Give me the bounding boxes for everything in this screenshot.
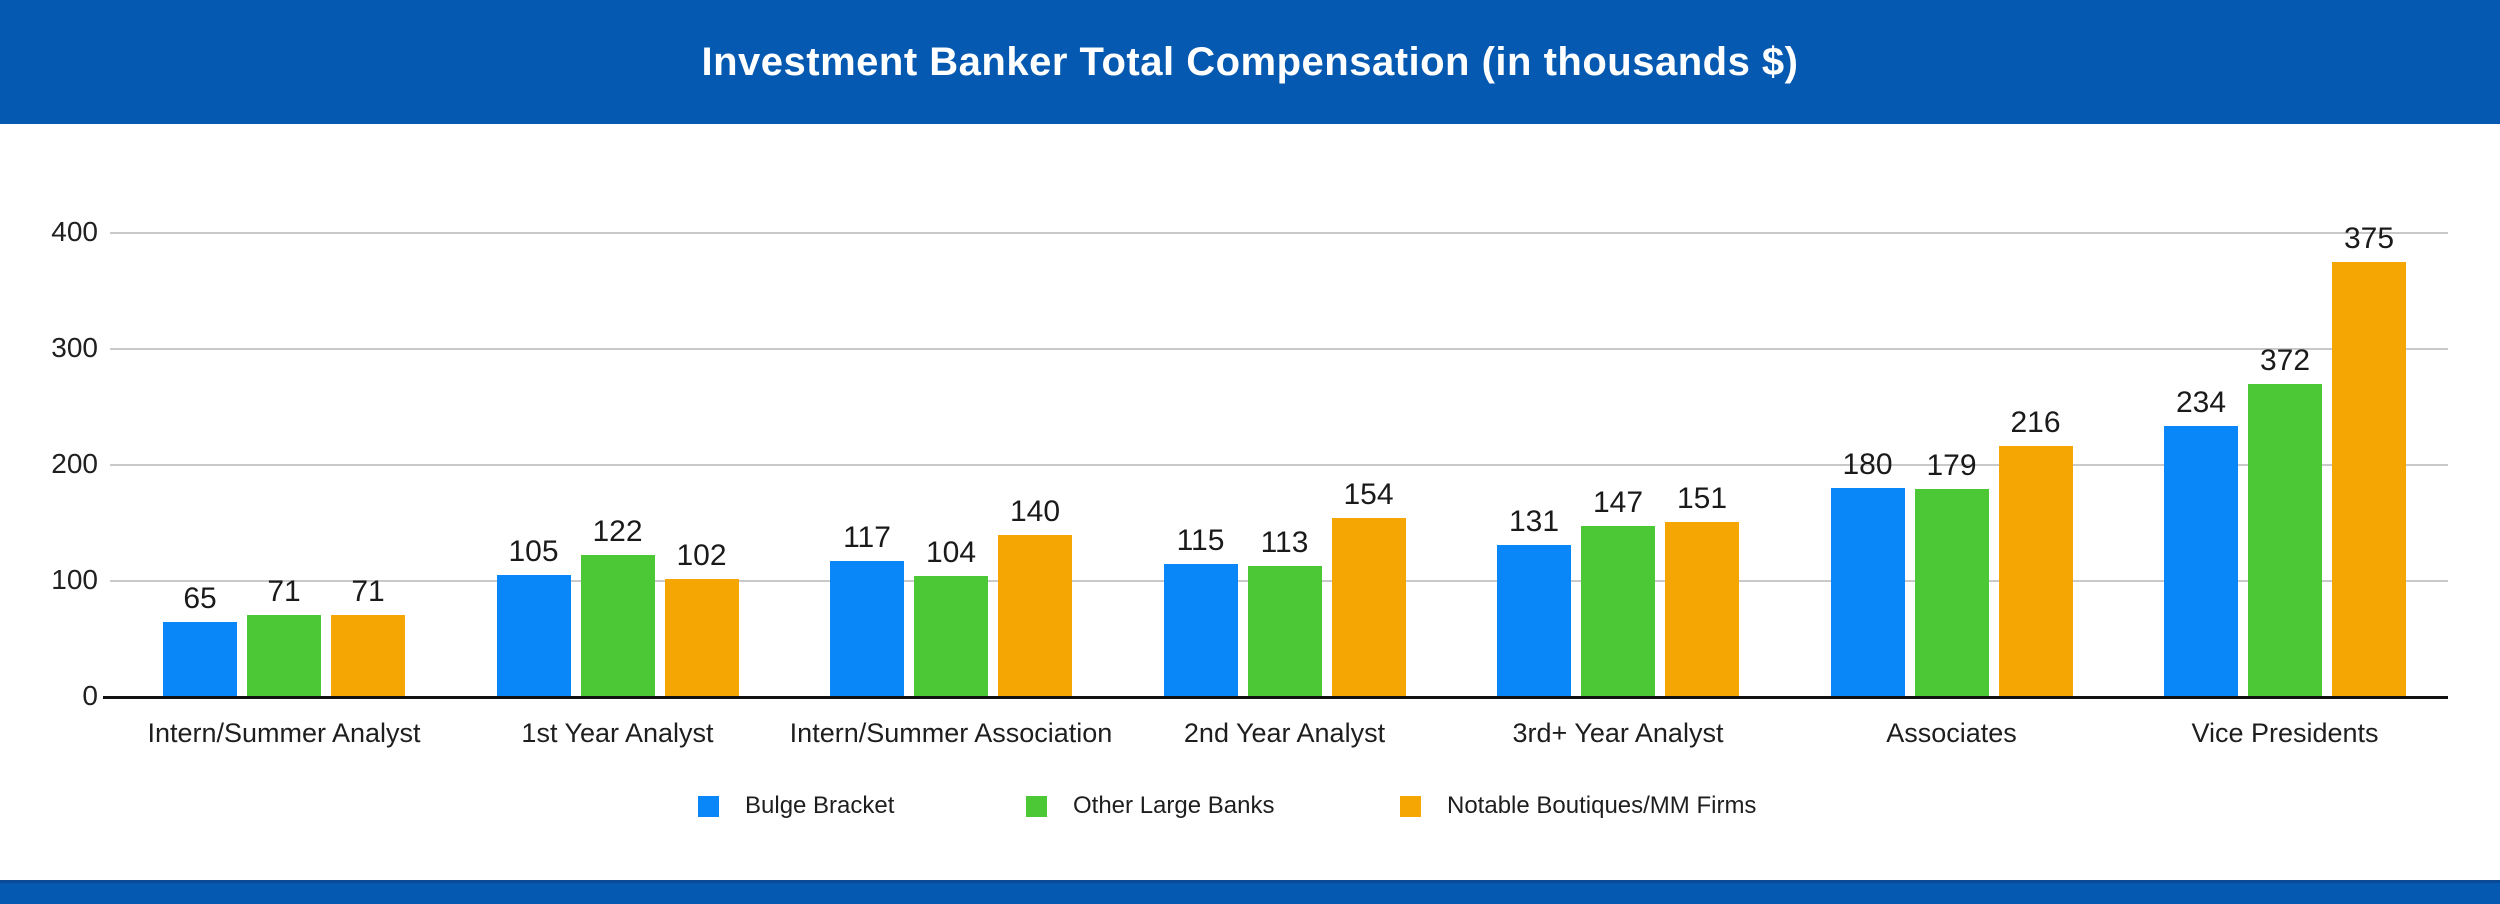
bar-other-large-banks-6 [1914, 489, 1989, 696]
bar-value-label: 113 [1260, 525, 1309, 559]
bar-notable-boutiques-mm-firms-7 [2332, 262, 2406, 696]
header-bar: Investment Banker Total Compensation (in… [0, 0, 2500, 124]
bar-other-large-banks-1 [247, 614, 321, 696]
bar-bulge-bracket-4 [1163, 563, 1238, 696]
bar-value-label: 180 [1842, 448, 1893, 482]
bar-value-label: 115 [1176, 523, 1225, 557]
bar-notable-boutiques-mm-firms-2 [664, 578, 739, 696]
bar-value-label: 216 [2010, 406, 2061, 440]
legend-swatch-icon [1026, 795, 1047, 817]
bar-value-label: 151 [1676, 481, 1728, 515]
x-axis-category-label: 1st Year Analyst [521, 718, 714, 748]
bar-value-label: 65 [183, 581, 217, 615]
x-axis-line [103, 696, 2448, 699]
bar-value-label: 140 [1009, 494, 1061, 528]
bar-bulge-bracket-1 [163, 621, 237, 696]
bar-other-large-banks-5 [1581, 526, 1655, 696]
bar-value-label: 147 [1592, 486, 1644, 520]
bar-value-label: 234 [2175, 385, 2227, 419]
bar-value-label: 71 [267, 574, 301, 608]
bar-value-label: 71 [351, 574, 385, 608]
bar-notable-boutiques-mm-firms-4 [1331, 518, 1406, 696]
x-axis-category-label: Vice Presidents [2191, 718, 2379, 748]
gridline-200 [110, 464, 2448, 466]
y-axis-tick-300: 300 [51, 332, 98, 363]
bar-other-large-banks-4 [1247, 565, 1322, 696]
x-axis-category-label: 3rd+ Year Analyst [1512, 718, 1724, 748]
bar-value-label: 105 [508, 535, 559, 569]
bar-value-label: 104 [925, 536, 977, 570]
bar-bulge-bracket-2 [496, 575, 571, 696]
bar-value-label: 131 [1508, 505, 1560, 539]
x-axis-category-label: 2nd Year Analyst [1183, 718, 1386, 748]
x-axis-category-label: Associates [1886, 718, 2017, 748]
bar-value-label: 154 [1343, 478, 1394, 512]
footer-bar [0, 880, 2500, 904]
legend-label: Other Large Banks [1073, 792, 1275, 819]
bar-other-large-banks-7 [2248, 383, 2322, 696]
legend-item-bulge-bracket: Bulge Bracket [698, 792, 894, 820]
y-axis-tick-0: 0 [82, 680, 98, 711]
bar-value-label: 117 [843, 521, 891, 555]
chart-title: Investment Banker Total Compensation (in… [701, 39, 1799, 84]
x-axis-category-label: Intern/Summer Analyst [147, 718, 421, 748]
legend-label: Notable Boutiques/MM Firms [1447, 792, 1757, 819]
bar-value-label: 102 [676, 538, 727, 572]
bar-notable-boutiques-mm-firms-5 [1665, 521, 1739, 696]
bar-other-large-banks-3 [914, 576, 988, 696]
bar-bulge-bracket-6 [1830, 488, 1905, 696]
x-axis-category-label: Intern/Summer Association [789, 718, 1113, 748]
legend-swatch-icon [1400, 795, 1421, 817]
legend-item-notable-boutiques-mm-firms: Notable Boutiques/MM Firms [1400, 792, 1756, 820]
bar-value-label: 179 [1926, 449, 1977, 483]
bar-notable-boutiques-mm-firms-6 [1998, 446, 2073, 696]
bar-notable-boutiques-mm-firms-1 [331, 614, 405, 696]
gridline-400 [110, 232, 2448, 234]
bar-bulge-bracket-5 [1497, 545, 1571, 696]
bar-value-label: 122 [592, 515, 643, 549]
y-axis-tick-200: 200 [51, 448, 98, 479]
bar-value-label: 372 [2259, 343, 2311, 377]
legend-item-other-large-banks: Other Large Banks [1026, 792, 1274, 820]
legend-label: Bulge Bracket [745, 792, 895, 819]
bar-other-large-banks-2 [580, 555, 655, 696]
bar-value-label: 375 [2343, 222, 2395, 255]
y-axis-tick-400: 400 [51, 216, 98, 247]
legend-swatch-icon [698, 795, 719, 817]
gridline-300 [110, 348, 2448, 350]
bar-notable-boutiques-mm-firms-3 [998, 534, 1072, 696]
y-axis-tick-100: 100 [51, 564, 98, 595]
bar-bulge-bracket-3 [830, 561, 904, 696]
bar-bulge-bracket-7 [2164, 425, 2238, 696]
